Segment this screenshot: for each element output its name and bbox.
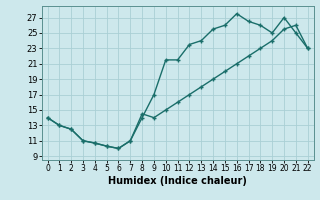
X-axis label: Humidex (Indice chaleur): Humidex (Indice chaleur) (108, 176, 247, 186)
